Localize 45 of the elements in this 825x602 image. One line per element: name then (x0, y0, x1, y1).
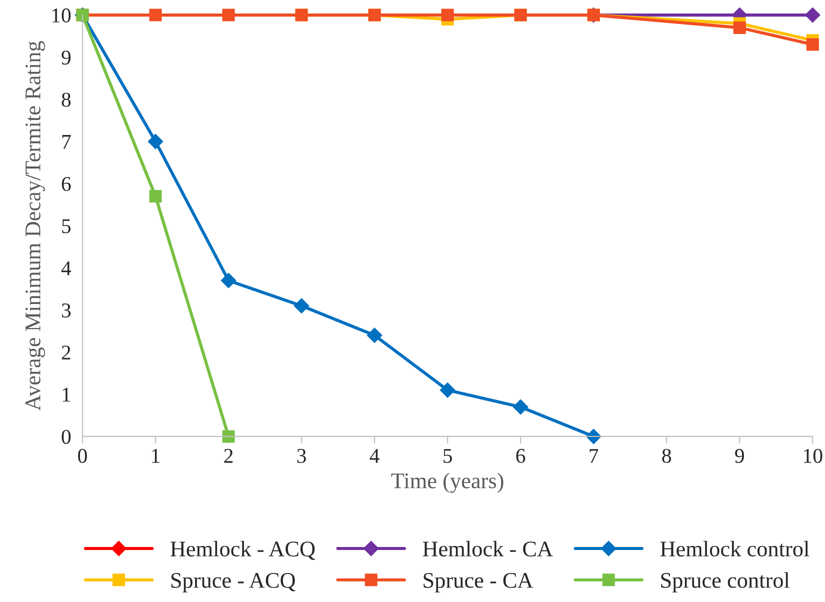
x-tick-label: 6 (516, 448, 526, 463)
y-tick-label: 0 (62, 430, 71, 444)
point (222, 430, 235, 443)
x-tick-label: 0 (78, 448, 87, 463)
point (513, 399, 528, 415)
y-tick-label: 6 (62, 177, 71, 192)
point (149, 190, 162, 202)
y-axis-title: Average Minimum Decay/Termite Rating (25, 41, 45, 411)
x-tick-label: 1 (152, 448, 160, 463)
x-tick-label: 7 (590, 449, 598, 463)
point (440, 382, 456, 398)
x-tick-label: 8 (662, 448, 672, 463)
point (805, 7, 820, 23)
legend-label: Hemlock control (660, 540, 810, 557)
y-tick-label: 5 (62, 219, 71, 234)
x-tick-label: 3 (297, 448, 306, 463)
y-tick-label: 2 (62, 346, 70, 360)
point (733, 21, 746, 34)
legend-label: Spruce - ACQ (171, 572, 296, 592)
point (149, 8, 162, 22)
y-tick-label: 9 (62, 50, 71, 65)
x-axis-title: Time (years) (391, 472, 504, 493)
y-tick-label: 4 (61, 261, 72, 276)
x-tick-label: 9 (735, 448, 744, 463)
x-tick-label: 5 (444, 449, 452, 463)
point (222, 8, 235, 22)
legend-label: Spruce control (661, 572, 790, 592)
x-tick-label: 10 (804, 448, 822, 463)
point (441, 8, 454, 22)
point (294, 298, 310, 314)
point (148, 134, 164, 150)
y-tick-label: 8 (62, 92, 71, 107)
x-tick-label: 2 (224, 448, 233, 463)
point (586, 428, 602, 444)
legend-label: Spruce - CA (424, 572, 534, 592)
legend-label: Hemlock - CA (422, 540, 553, 557)
point (806, 38, 819, 51)
y-tick-label: 1 (62, 388, 70, 402)
legend-label: Hemlock - ACQ (170, 540, 316, 560)
point (220, 272, 236, 288)
x-tick-label: 4 (370, 449, 380, 463)
y-tick-label: 10 (52, 8, 71, 22)
y-tick-label: 7 (62, 135, 71, 149)
point (366, 328, 382, 343)
y-tick-label: 3 (62, 303, 71, 318)
